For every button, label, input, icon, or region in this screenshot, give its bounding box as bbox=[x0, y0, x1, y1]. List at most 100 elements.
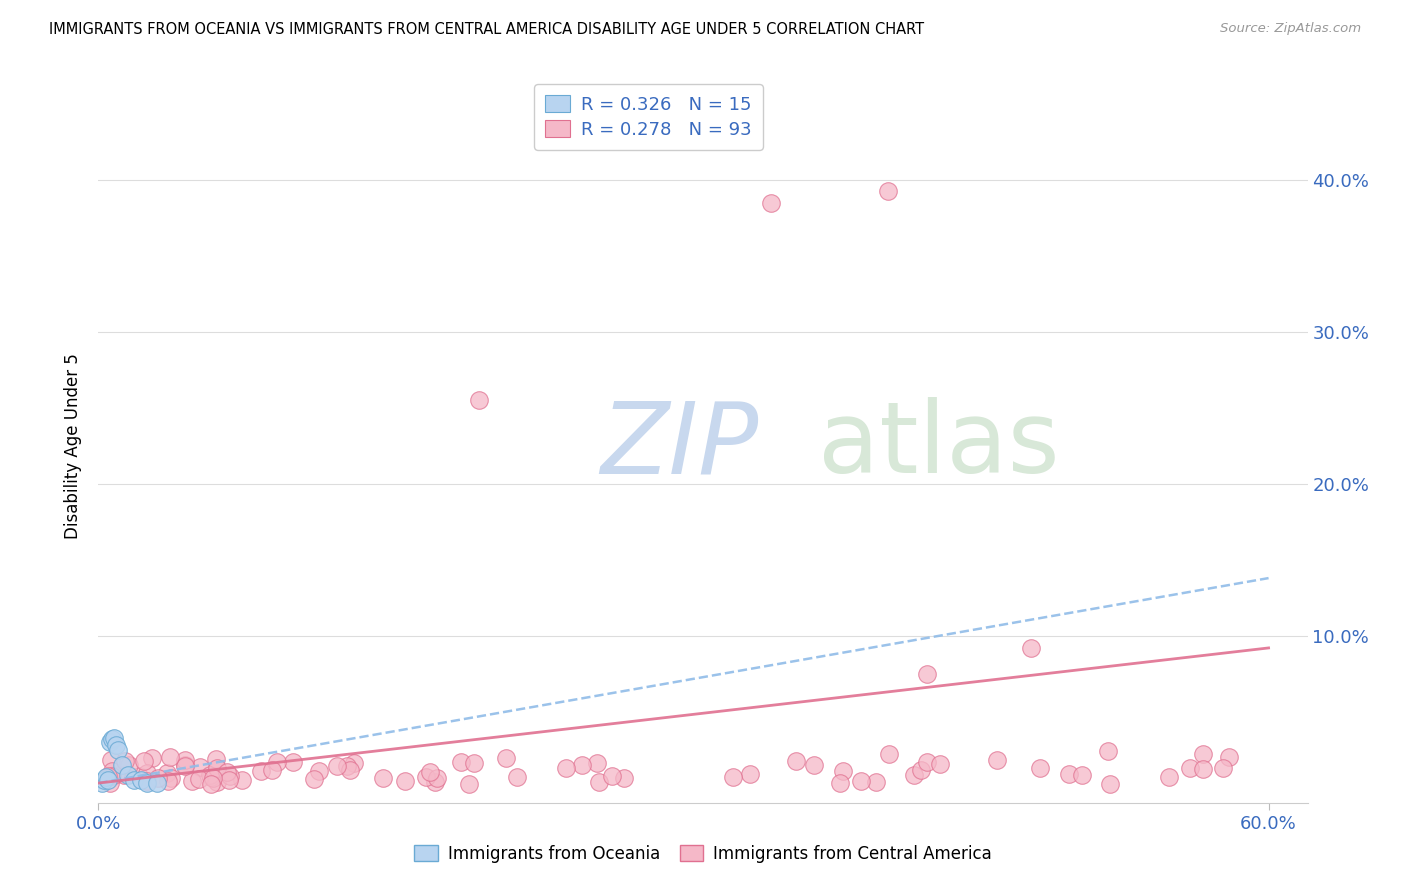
Point bbox=[101, 764, 124, 778]
Point bbox=[97, 769, 120, 783]
Point bbox=[467, 393, 489, 408]
Point bbox=[100, 752, 122, 766]
Point bbox=[104, 738, 127, 752]
Point bbox=[1191, 762, 1213, 776]
Point bbox=[91, 776, 114, 790]
Point bbox=[423, 775, 446, 789]
Point bbox=[188, 772, 211, 787]
Point bbox=[217, 765, 239, 780]
Point bbox=[96, 770, 118, 784]
Point bbox=[202, 771, 225, 785]
Point bbox=[200, 771, 222, 785]
Point bbox=[146, 776, 169, 790]
Legend: Immigrants from Oceania, Immigrants from Central America: Immigrants from Oceania, Immigrants from… bbox=[408, 838, 998, 870]
Point bbox=[1218, 750, 1240, 764]
Point bbox=[281, 755, 304, 769]
Point bbox=[160, 771, 183, 785]
Point bbox=[571, 758, 593, 772]
Point bbox=[205, 762, 228, 776]
Point bbox=[586, 756, 609, 770]
Point bbox=[218, 772, 240, 787]
Point bbox=[828, 776, 851, 790]
Point bbox=[1098, 777, 1121, 791]
Point bbox=[915, 755, 938, 769]
Point bbox=[339, 763, 361, 777]
Point bbox=[326, 759, 349, 773]
Point bbox=[260, 763, 283, 777]
Point bbox=[588, 775, 610, 789]
Point bbox=[200, 777, 222, 791]
Point bbox=[135, 773, 157, 788]
Point bbox=[343, 756, 366, 770]
Point bbox=[785, 754, 807, 768]
Point bbox=[506, 770, 529, 784]
Point bbox=[394, 773, 416, 788]
Point bbox=[107, 742, 129, 756]
Point bbox=[112, 768, 135, 782]
Point bbox=[122, 772, 145, 787]
Point bbox=[419, 764, 441, 779]
Point bbox=[155, 765, 177, 780]
Point bbox=[761, 196, 783, 211]
Point bbox=[929, 757, 952, 772]
Text: IMMIGRANTS FROM OCEANIA VS IMMIGRANTS FROM CENTRAL AMERICA DISABILITY AGE UNDER : IMMIGRANTS FROM OCEANIA VS IMMIGRANTS FR… bbox=[49, 22, 924, 37]
Point bbox=[98, 776, 121, 790]
Point bbox=[128, 769, 150, 783]
Point bbox=[104, 767, 127, 781]
Point bbox=[1029, 761, 1052, 775]
Point bbox=[205, 752, 228, 766]
Point bbox=[450, 755, 472, 769]
Point bbox=[721, 771, 744, 785]
Point bbox=[266, 756, 288, 770]
Point bbox=[136, 776, 159, 790]
Point bbox=[415, 770, 437, 784]
Point bbox=[111, 757, 134, 772]
Point bbox=[849, 773, 872, 788]
Point bbox=[463, 756, 485, 770]
Point bbox=[174, 753, 197, 767]
Point bbox=[118, 758, 141, 772]
Point bbox=[917, 666, 939, 681]
Point bbox=[1071, 767, 1094, 781]
Point bbox=[103, 731, 125, 745]
Text: ZIP: ZIP bbox=[600, 398, 758, 494]
Point bbox=[231, 772, 253, 787]
Point bbox=[1211, 762, 1233, 776]
Point bbox=[174, 759, 197, 773]
Point bbox=[159, 750, 181, 764]
Point bbox=[97, 772, 120, 787]
Point bbox=[131, 772, 153, 787]
Point bbox=[218, 769, 240, 783]
Point bbox=[1191, 747, 1213, 761]
Point bbox=[141, 751, 163, 765]
Point bbox=[146, 771, 169, 785]
Point bbox=[986, 753, 1008, 767]
Point bbox=[865, 775, 887, 789]
Point bbox=[101, 732, 124, 747]
Point bbox=[93, 772, 115, 787]
Point bbox=[803, 758, 825, 772]
Point bbox=[114, 754, 136, 768]
Point bbox=[1159, 770, 1181, 784]
Point bbox=[371, 771, 394, 785]
Point bbox=[877, 184, 900, 198]
Point bbox=[117, 768, 139, 782]
Point bbox=[132, 754, 155, 768]
Point bbox=[1019, 640, 1042, 655]
Point bbox=[157, 773, 180, 788]
Point bbox=[910, 763, 932, 777]
Point bbox=[304, 772, 326, 786]
Point bbox=[1097, 744, 1119, 758]
Point bbox=[188, 760, 211, 774]
Point bbox=[336, 759, 359, 773]
Point bbox=[198, 767, 221, 781]
Text: Source: ZipAtlas.com: Source: ZipAtlas.com bbox=[1220, 22, 1361, 36]
Point bbox=[458, 777, 481, 791]
Point bbox=[1178, 761, 1201, 775]
Point bbox=[308, 764, 330, 778]
Point bbox=[249, 764, 271, 778]
Y-axis label: Disability Age Under 5: Disability Age Under 5 bbox=[65, 353, 83, 539]
Point bbox=[877, 747, 900, 761]
Point bbox=[600, 769, 623, 783]
Point bbox=[426, 771, 449, 785]
